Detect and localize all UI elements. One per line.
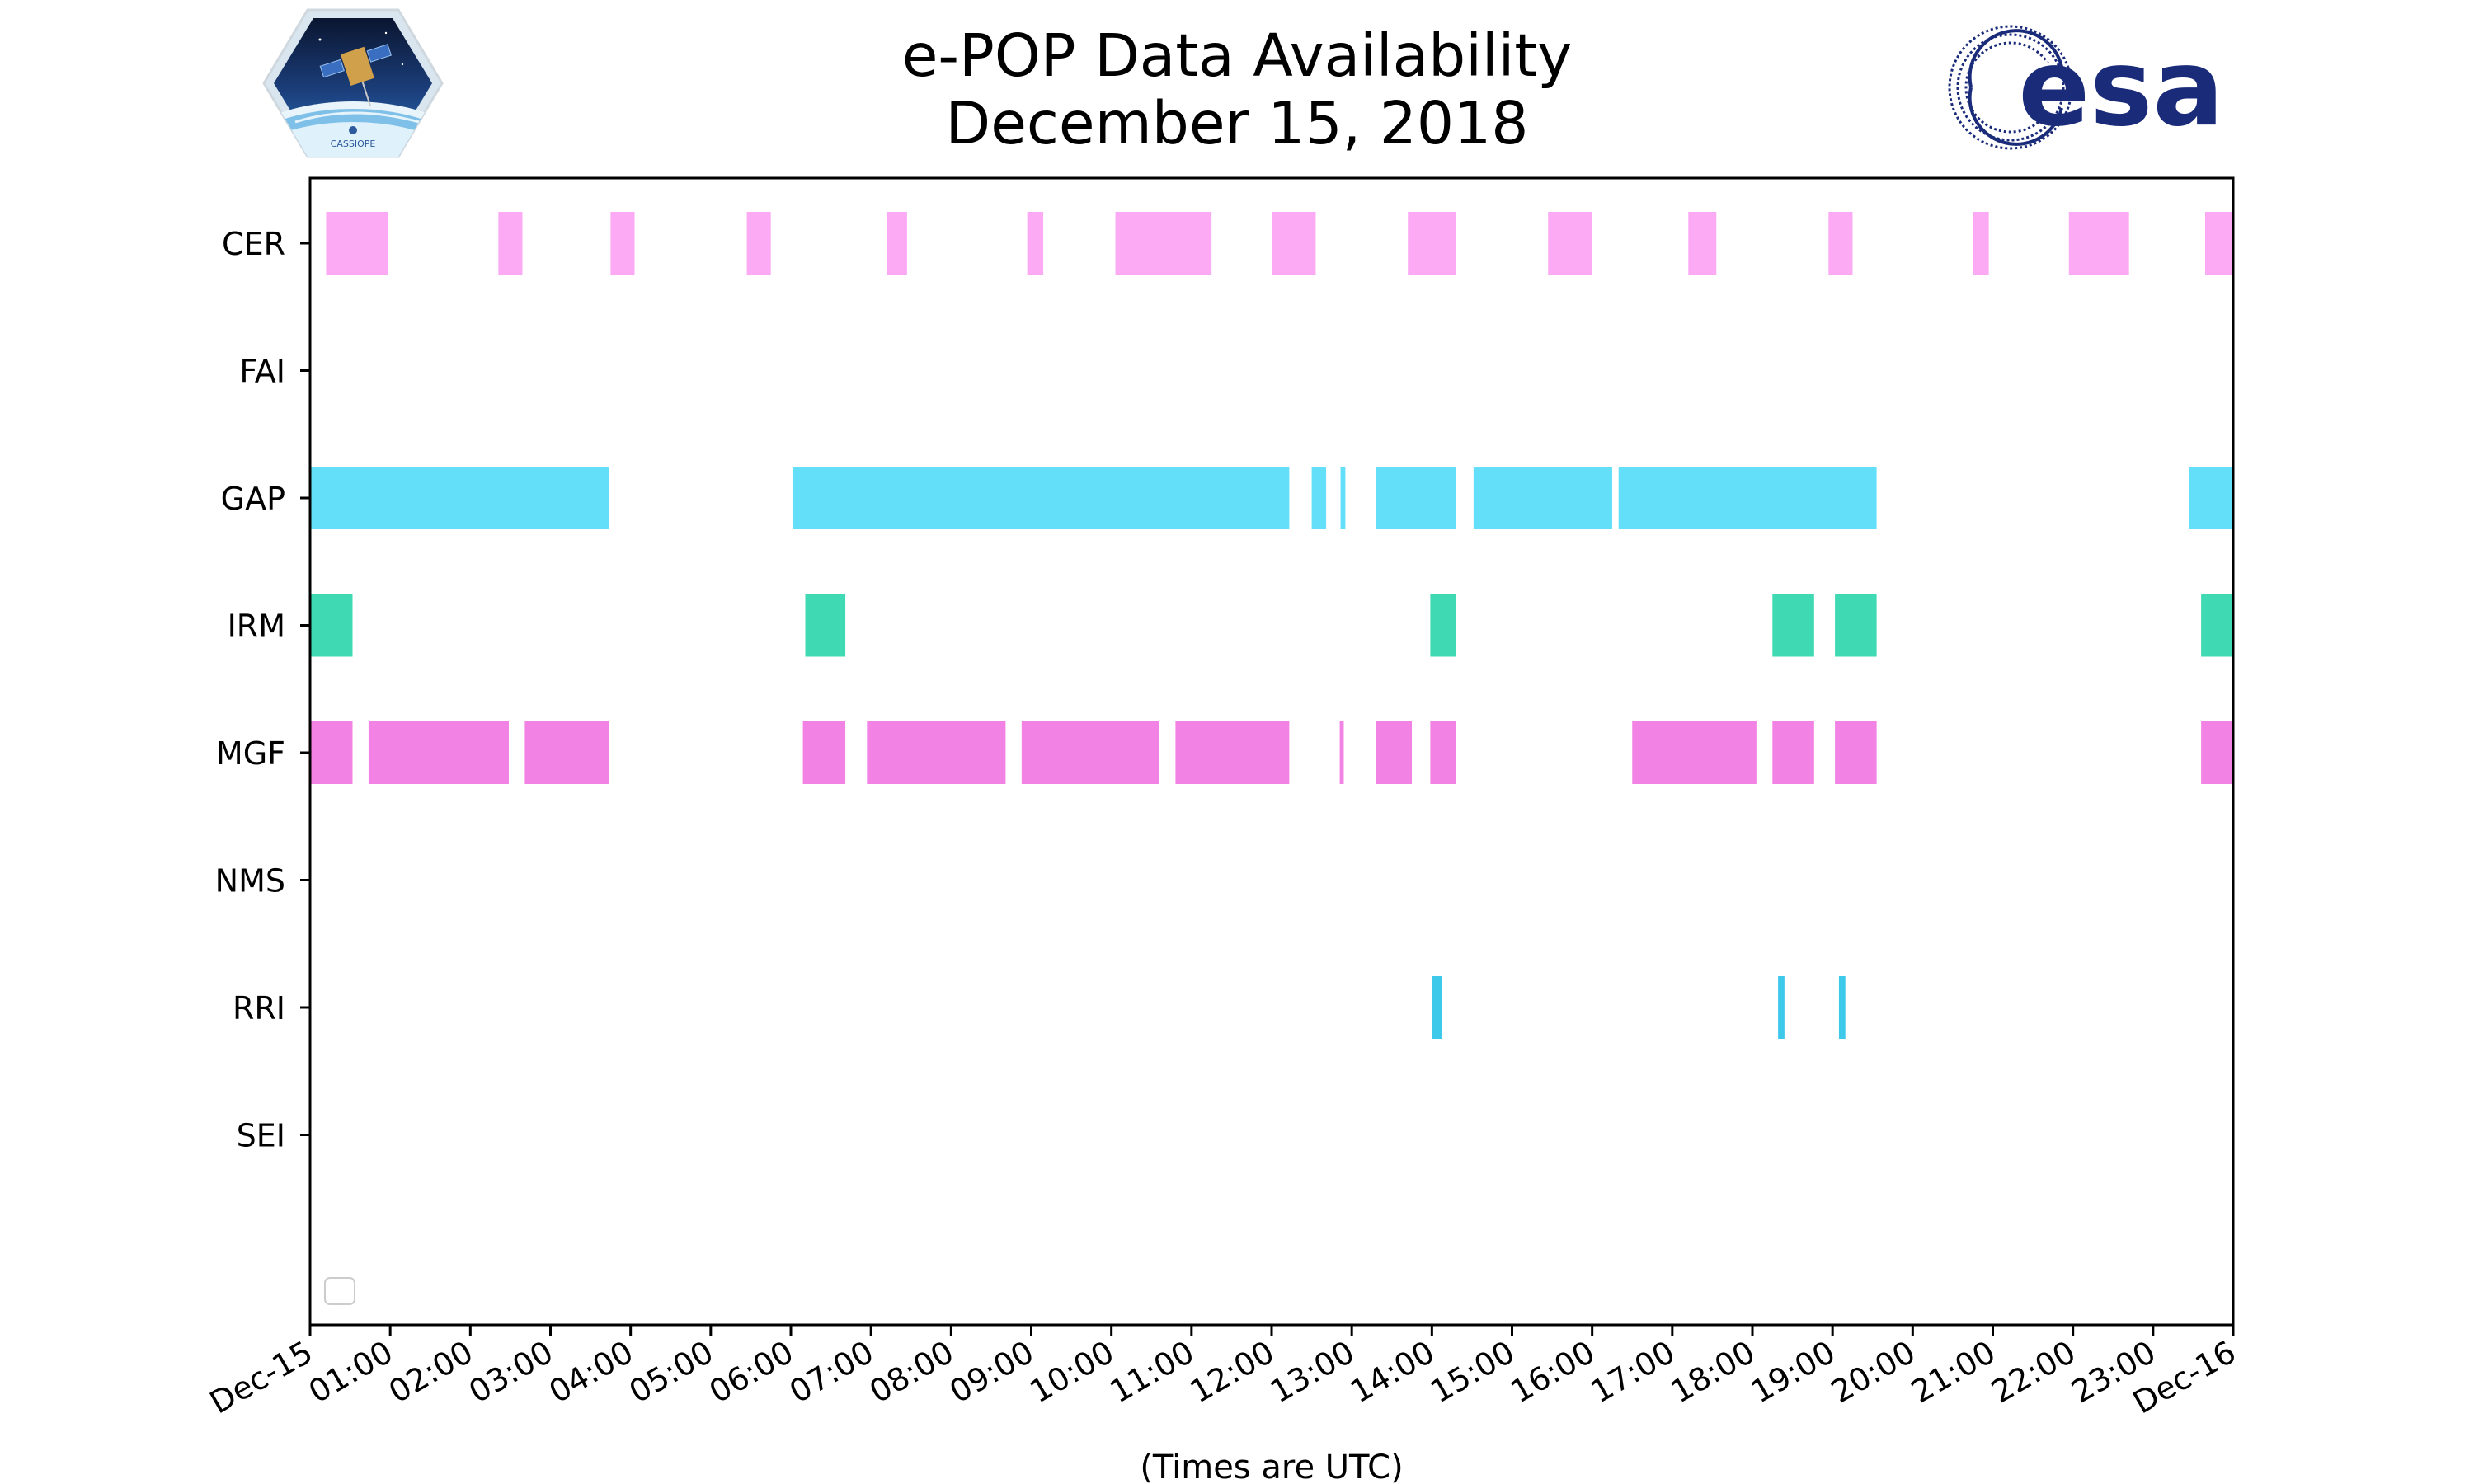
irm-interval-bar bbox=[2201, 594, 2233, 657]
x-tick-label: 07:00 bbox=[783, 1334, 880, 1411]
x-axis-label: (Times are UTC) bbox=[1140, 1449, 1403, 1484]
cer-interval-bar bbox=[1688, 212, 1717, 275]
cer-interval-bar bbox=[1973, 212, 1989, 275]
y-tick-label-irm: IRM bbox=[228, 608, 285, 645]
x-tick-label: 19:00 bbox=[1745, 1334, 1841, 1411]
y-tick-label-mgf: MGF bbox=[216, 735, 285, 772]
y-tick-label-sei: SEI bbox=[237, 1118, 285, 1154]
mgf-interval-bar bbox=[1175, 721, 1290, 784]
x-tick-label: 14:00 bbox=[1344, 1334, 1441, 1411]
x-tick-label: 02:00 bbox=[383, 1334, 479, 1411]
x-tick-label: 08:00 bbox=[863, 1334, 960, 1411]
x-tick-label: 22:00 bbox=[1985, 1334, 2081, 1411]
cer-interval-bar bbox=[2204, 212, 2233, 275]
cer-interval-bar bbox=[1548, 212, 1592, 275]
irm-interval-bar bbox=[1835, 594, 1877, 657]
cer-interval-bar bbox=[1828, 212, 1853, 275]
cer-interval-bar bbox=[1027, 212, 1044, 275]
irm-interval-bar bbox=[1430, 594, 1456, 657]
gap-interval-bar bbox=[1376, 467, 1456, 529]
x-tick-label: 21:00 bbox=[1905, 1334, 2001, 1411]
gap-interval-bar bbox=[1311, 467, 1327, 529]
rri-interval-bar bbox=[1838, 976, 1846, 1039]
x-tick-label: 18:00 bbox=[1665, 1334, 1761, 1411]
rri-interval-bar bbox=[1432, 976, 1442, 1039]
x-tick-label: 17:00 bbox=[1584, 1334, 1681, 1411]
mgf-interval-bar bbox=[1339, 721, 1344, 784]
x-tick-label: 13:00 bbox=[1264, 1334, 1361, 1411]
x-tick-label: Dec-15 bbox=[204, 1334, 318, 1421]
mgf-interval-bar bbox=[368, 721, 509, 784]
gap-interval-bar bbox=[1340, 467, 1346, 529]
cer-interval-bar bbox=[1408, 212, 1456, 275]
cer-interval-bar bbox=[887, 212, 907, 275]
gap-interval-bar bbox=[2189, 467, 2233, 529]
gap-interval-bar bbox=[1780, 467, 1877, 529]
gap-interval-bar bbox=[792, 467, 1290, 529]
x-tick-label: 10:00 bbox=[1023, 1334, 1120, 1411]
x-tick-label: 09:00 bbox=[943, 1334, 1040, 1411]
cer-interval-bar bbox=[498, 212, 523, 275]
rri-interval-bar bbox=[1778, 976, 1785, 1039]
mgf-interval-bar bbox=[867, 721, 1006, 784]
cer-interval-bar bbox=[326, 212, 388, 275]
x-tick-label: 11:00 bbox=[1103, 1334, 1200, 1411]
cer-interval-bar bbox=[610, 212, 635, 275]
mgf-interval-bar bbox=[802, 721, 846, 784]
mgf-interval-bar bbox=[1430, 721, 1456, 784]
irm-interval-bar bbox=[310, 594, 353, 657]
chart-title-line2: December 15, 2018 bbox=[945, 89, 1529, 157]
legend-box bbox=[324, 1277, 355, 1305]
chart-title-line1: e-POP Data Availability bbox=[901, 21, 1573, 90]
gap-interval-bar bbox=[1473, 467, 1612, 529]
x-tick-label: 16:00 bbox=[1504, 1334, 1601, 1411]
mgf-interval-bar bbox=[1376, 721, 1413, 784]
x-tick-label: 04:00 bbox=[543, 1334, 639, 1411]
x-tick-label: 03:00 bbox=[463, 1334, 559, 1411]
cer-interval-bar bbox=[746, 212, 771, 275]
esa-logo: esa bbox=[1948, 25, 2224, 150]
mgf-interval-bar bbox=[310, 721, 353, 784]
y-tick-label-gap: GAP bbox=[221, 481, 285, 517]
x-tick-label: 12:00 bbox=[1184, 1334, 1281, 1411]
irm-interval-bar bbox=[1772, 594, 1814, 657]
mgf-interval-bar bbox=[1632, 721, 1757, 784]
mgf-interval-bar bbox=[1021, 721, 1159, 784]
esa-logo-text: esa bbox=[2018, 27, 2223, 150]
cer-interval-bar bbox=[2068, 212, 2129, 275]
axes: CER FAI GAP IRM MGF NMS RRI SEI Dec-1501:0002:00… bbox=[204, 226, 2241, 1421]
gap-interval-bar bbox=[310, 467, 609, 529]
x-tick-label: 20:00 bbox=[1825, 1334, 1921, 1411]
mgf-interval-bar bbox=[1835, 721, 1877, 784]
gap-interval-bar bbox=[1618, 467, 1781, 529]
mgf-interval-bar bbox=[2201, 721, 2233, 784]
x-tick-label: 06:00 bbox=[703, 1334, 800, 1411]
x-tick-label: 15:00 bbox=[1424, 1334, 1521, 1411]
cassiope-logo-text: CASSIOPE bbox=[331, 139, 376, 149]
mgf-interval-bar bbox=[1772, 721, 1814, 784]
x-tick-label: 01:00 bbox=[303, 1334, 399, 1411]
irm-interval-bar bbox=[805, 594, 846, 657]
y-tick-label-fai: FAI bbox=[239, 354, 285, 390]
y-tick-label-nms: NMS bbox=[215, 863, 285, 899]
mgf-interval-bar bbox=[524, 721, 609, 784]
y-tick-label-rri: RRI bbox=[233, 990, 285, 1026]
y-tick-label-cer: CER bbox=[222, 226, 285, 262]
cassiope-logo: CASSIOPE bbox=[262, 8, 444, 158]
cer-interval-bar bbox=[1272, 212, 1316, 275]
cer-interval-bar bbox=[1115, 212, 1212, 275]
x-tick-label: 05:00 bbox=[623, 1334, 719, 1411]
interval-bars bbox=[310, 212, 2233, 1039]
